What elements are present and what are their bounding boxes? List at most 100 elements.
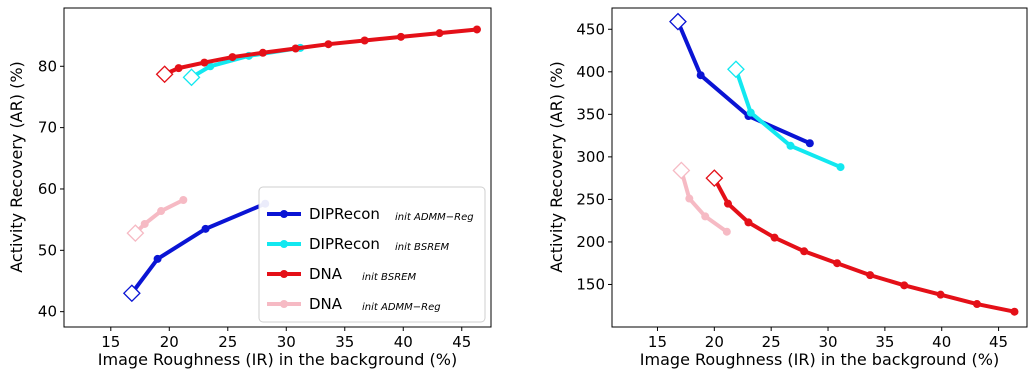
- data-point: [201, 224, 210, 233]
- data-point: [770, 233, 779, 242]
- series-3: [672, 161, 731, 236]
- data-point: [696, 71, 705, 80]
- legend-entry: DNA init BSREM: [267, 265, 416, 283]
- legend-entry: DNA init ADMM−Reg: [267, 295, 441, 313]
- plot-frame: [611, 7, 1028, 328]
- data-point: [972, 300, 981, 309]
- start-diamond-marker: [705, 169, 724, 188]
- start-diamond-marker: [672, 161, 691, 180]
- legend-label: DNA: [309, 295, 343, 313]
- data-point: [206, 62, 215, 71]
- y-tick-label: 450: [576, 20, 605, 38]
- x-axis-label: Image Roughness (IR) in the background (…: [640, 350, 999, 369]
- y-tick-label: 200: [576, 233, 605, 251]
- data-point: [866, 271, 875, 280]
- data-point: [786, 141, 795, 150]
- legend-subscript: init ADMM−Reg: [362, 302, 441, 313]
- x-tick-label: 30: [818, 333, 837, 351]
- legend-entry: DIPRecon init ADMM−Reg: [267, 205, 474, 223]
- series-0: [669, 12, 814, 148]
- y-axis-label: Activity Recovery (AR) (%): [7, 61, 26, 273]
- data-point: [800, 247, 809, 256]
- series-2: [705, 169, 1019, 316]
- start-diamond-marker: [155, 65, 174, 84]
- series-line: [675, 19, 812, 146]
- data-point: [174, 64, 183, 73]
- legend-swatch-marker: [280, 240, 288, 248]
- legend-swatch-marker: [280, 270, 288, 278]
- x-tick-label: 20: [705, 333, 724, 351]
- x-tick-label: 45: [452, 333, 471, 351]
- legend-subscript: init BSREM: [395, 242, 449, 253]
- legend-label: DIPRecon: [309, 235, 380, 253]
- data-point: [746, 108, 755, 117]
- data-point: [435, 29, 444, 38]
- left-chart: 15 20 25 30 35 40 45 40 50 60 70 80 Image Roughness …: [7, 7, 492, 369]
- x-tick-label: 15: [648, 333, 667, 351]
- x-tick-label: 40: [394, 333, 413, 351]
- x-tick-label: 35: [335, 333, 354, 351]
- legend-swatch-marker: [280, 210, 288, 218]
- legend-box: [258, 186, 486, 323]
- data-point: [324, 40, 333, 49]
- legend-swatch-marker: [280, 300, 288, 308]
- data-point: [360, 36, 369, 45]
- x-tick-label: 30: [277, 333, 296, 351]
- series-line: [679, 168, 729, 234]
- start-diamond-marker: [182, 68, 201, 87]
- x-tick-label: 35: [875, 333, 894, 351]
- legend-subscript: init BSREM: [362, 272, 416, 283]
- y-tick-label: 80: [38, 57, 57, 75]
- data-point: [685, 194, 694, 203]
- y-tick-label: 400: [576, 63, 605, 81]
- y-tick-label: 300: [576, 148, 605, 166]
- data-point: [744, 218, 753, 227]
- data-point: [836, 163, 845, 172]
- plot-frame: [63, 7, 492, 328]
- series-2: [155, 25, 481, 84]
- x-tick-label: 40: [932, 333, 951, 351]
- legend-subscript: init ADMM−Reg: [395, 212, 474, 223]
- legend-label: DNA: [309, 265, 343, 283]
- data-point: [723, 199, 732, 208]
- data-point: [179, 196, 188, 205]
- data-point: [805, 139, 814, 148]
- series-1: [727, 60, 845, 172]
- data-point: [153, 254, 162, 263]
- data-point: [258, 48, 267, 57]
- data-point: [833, 259, 842, 268]
- start-diamond-marker: [126, 224, 145, 243]
- series-line: [733, 67, 843, 170]
- x-tick-label: 15: [101, 333, 120, 351]
- y-tick-label: 70: [38, 119, 57, 137]
- data-point: [200, 58, 209, 67]
- data-point: [140, 219, 149, 228]
- data-point: [396, 32, 405, 41]
- y-tick-label: 50: [38, 241, 57, 259]
- x-tick-label: 20: [160, 333, 179, 351]
- legend-label: DIPRecon: [309, 205, 380, 223]
- y-axis-label: Activity Recovery (AR) (%): [547, 61, 566, 273]
- y-tick-label: 40: [38, 303, 57, 321]
- x-tick-label: 45: [989, 333, 1008, 351]
- right-chart: 15 20 25 30 35 40 45 150 200 250 300 350 400 450 Image…: [547, 7, 1028, 369]
- x-tick-label: 25: [218, 333, 237, 351]
- data-point: [936, 290, 945, 299]
- start-diamond-marker: [727, 60, 745, 79]
- legend-entry: DIPRecon init BSREM: [267, 235, 449, 253]
- data-point: [701, 212, 710, 221]
- y-tick-label: 60: [38, 180, 57, 198]
- start-diamond-marker: [122, 284, 141, 303]
- series-0: [122, 199, 270, 303]
- y-tick-label: 150: [576, 275, 605, 293]
- data-point: [1010, 307, 1019, 316]
- series-3: [126, 196, 188, 243]
- series-line: [133, 198, 186, 236]
- series-line: [712, 176, 1017, 314]
- series-line: [129, 201, 268, 296]
- x-tick-label: 25: [762, 333, 781, 351]
- data-point: [228, 53, 237, 62]
- data-point: [291, 44, 300, 53]
